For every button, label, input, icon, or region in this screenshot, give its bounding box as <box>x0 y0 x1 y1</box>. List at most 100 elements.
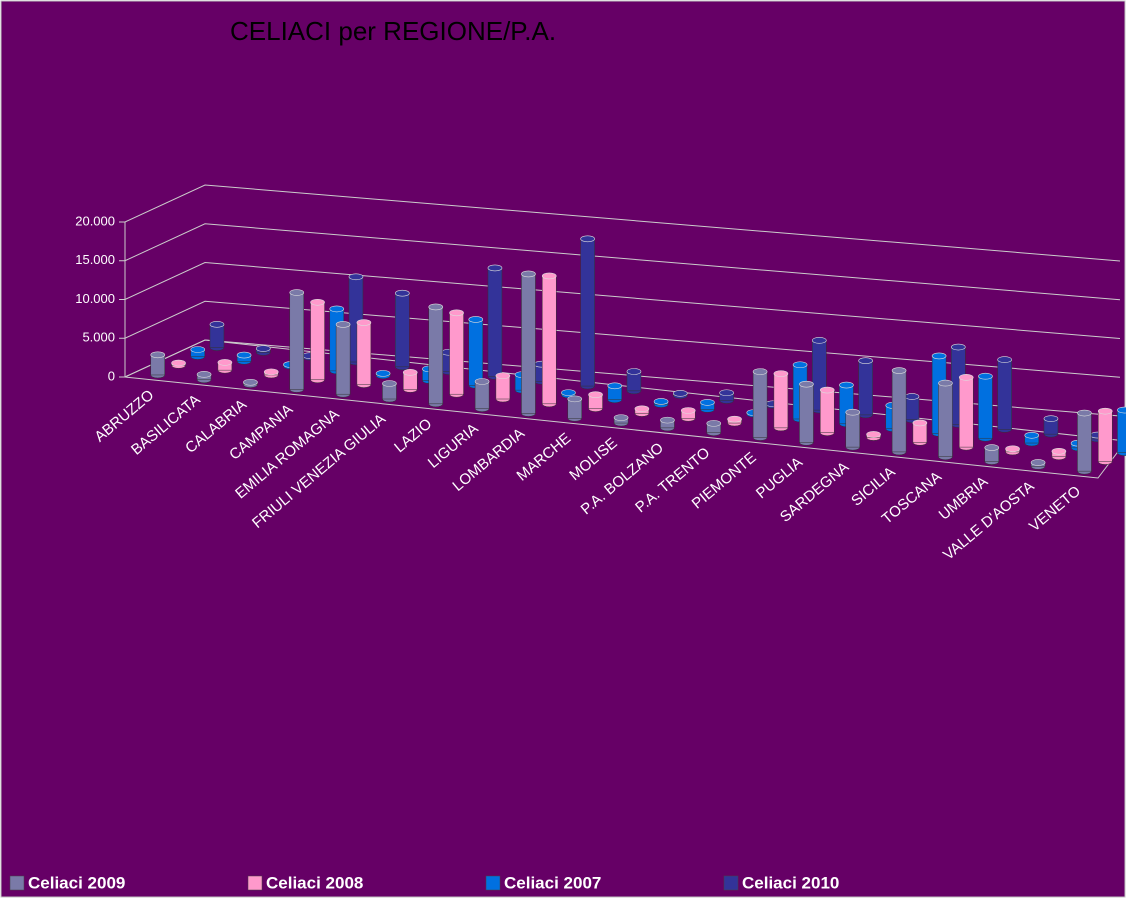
cylinder-top <box>1117 406 1126 414</box>
cylinder-top <box>626 368 642 375</box>
cylinder-top <box>978 372 993 380</box>
cylinder-top <box>799 380 814 388</box>
bar <box>487 267 503 377</box>
y-tick-label: 10.000 <box>75 291 115 306</box>
bar <box>1077 412 1092 472</box>
y-tick-label: 5.000 <box>82 330 115 345</box>
cylinder-top <box>335 321 351 328</box>
bar <box>580 238 595 387</box>
bar <box>521 273 536 414</box>
legend-label: Celiaci 2008 <box>266 873 363 892</box>
cylinder-top <box>402 369 418 376</box>
y-tick-label: 20.000 <box>75 213 115 228</box>
cylinder-top <box>474 378 490 385</box>
cylinder-top <box>588 391 603 398</box>
legend-swatch <box>9 875 25 891</box>
cylinder-top <box>468 316 484 323</box>
cylinder-top <box>680 407 696 414</box>
cylinder-top <box>706 420 722 427</box>
cylinder-top <box>580 235 595 243</box>
cylinder-top <box>607 382 623 390</box>
cylinder-top <box>1043 415 1059 422</box>
cylinder-top <box>1024 431 1040 439</box>
cylinder-top <box>912 419 928 427</box>
bar <box>845 411 861 448</box>
cylinder-top <box>660 416 675 424</box>
cylinder-top <box>348 273 364 281</box>
cylinder-top <box>719 389 734 397</box>
legend-swatch <box>723 875 739 891</box>
cylinder-top <box>329 305 345 313</box>
cylinder-top <box>171 359 186 367</box>
legend-swatch <box>247 875 263 891</box>
cylinder-top <box>243 378 258 386</box>
cylinder-top <box>792 361 808 369</box>
bar <box>310 302 325 381</box>
cylinder-top <box>255 345 271 352</box>
bar <box>541 275 557 405</box>
grid-line <box>124 223 1121 301</box>
bar <box>449 312 464 395</box>
cylinder-top <box>487 264 503 272</box>
cylinder-top <box>891 367 907 374</box>
cylinder-top <box>634 405 650 413</box>
cylinder-top <box>938 379 953 387</box>
bar <box>904 396 920 420</box>
cylinder-top <box>310 298 325 306</box>
bar <box>938 382 953 457</box>
cylinder-top <box>1030 459 1046 466</box>
cylinder-top <box>958 374 974 381</box>
legend-label: Celiaci 2009 <box>28 873 125 892</box>
cylinder-top <box>495 372 511 380</box>
legend-swatch <box>485 875 501 891</box>
bar <box>819 389 835 433</box>
cylinder-top <box>449 309 464 317</box>
cylinder-top <box>700 399 715 406</box>
cylinder-top <box>819 386 835 394</box>
cylinder-top <box>858 357 873 364</box>
cylinder-top <box>217 359 233 366</box>
cylinder-top <box>672 390 688 397</box>
y-tick-label: 0 <box>108 368 115 383</box>
cylinder-top <box>567 395 583 403</box>
cylinder-top <box>653 398 669 405</box>
cylinder-top <box>521 270 536 278</box>
bar <box>495 375 511 400</box>
bar <box>468 319 484 386</box>
cylinder-top <box>356 319 372 326</box>
cylinder-top <box>1097 407 1113 415</box>
cylinder-top <box>984 444 1000 451</box>
cylinder-top <box>1051 448 1067 455</box>
bar <box>958 377 974 448</box>
legend-label: Celiaci 2007 <box>504 873 601 892</box>
cylinder-top <box>950 343 966 351</box>
bar <box>209 324 225 348</box>
cylinder-top <box>997 356 1012 363</box>
cylinder-top <box>1077 409 1092 417</box>
bar <box>428 306 444 405</box>
cylinder-top <box>613 414 629 421</box>
bar <box>1097 410 1113 462</box>
bar <box>858 360 873 416</box>
cylinder-top <box>561 389 576 396</box>
cylinder-top <box>394 289 410 297</box>
grid-line <box>124 184 1121 262</box>
cylinder-top <box>196 371 212 378</box>
bar <box>289 292 305 390</box>
bar <box>335 324 351 395</box>
cylinder-top <box>190 346 206 353</box>
cylinder-top <box>839 381 854 389</box>
cylinder-top <box>845 408 861 416</box>
bar <box>891 370 907 453</box>
cylinder-top <box>866 431 881 438</box>
bar <box>997 359 1012 430</box>
bar <box>1117 409 1126 453</box>
cylinder-top <box>428 303 444 311</box>
cylinder-top <box>375 370 391 377</box>
bar <box>752 371 768 438</box>
y-tick-label: 15.000 <box>75 252 115 267</box>
cylinder-top <box>931 352 947 360</box>
cylinder-top <box>263 368 279 376</box>
